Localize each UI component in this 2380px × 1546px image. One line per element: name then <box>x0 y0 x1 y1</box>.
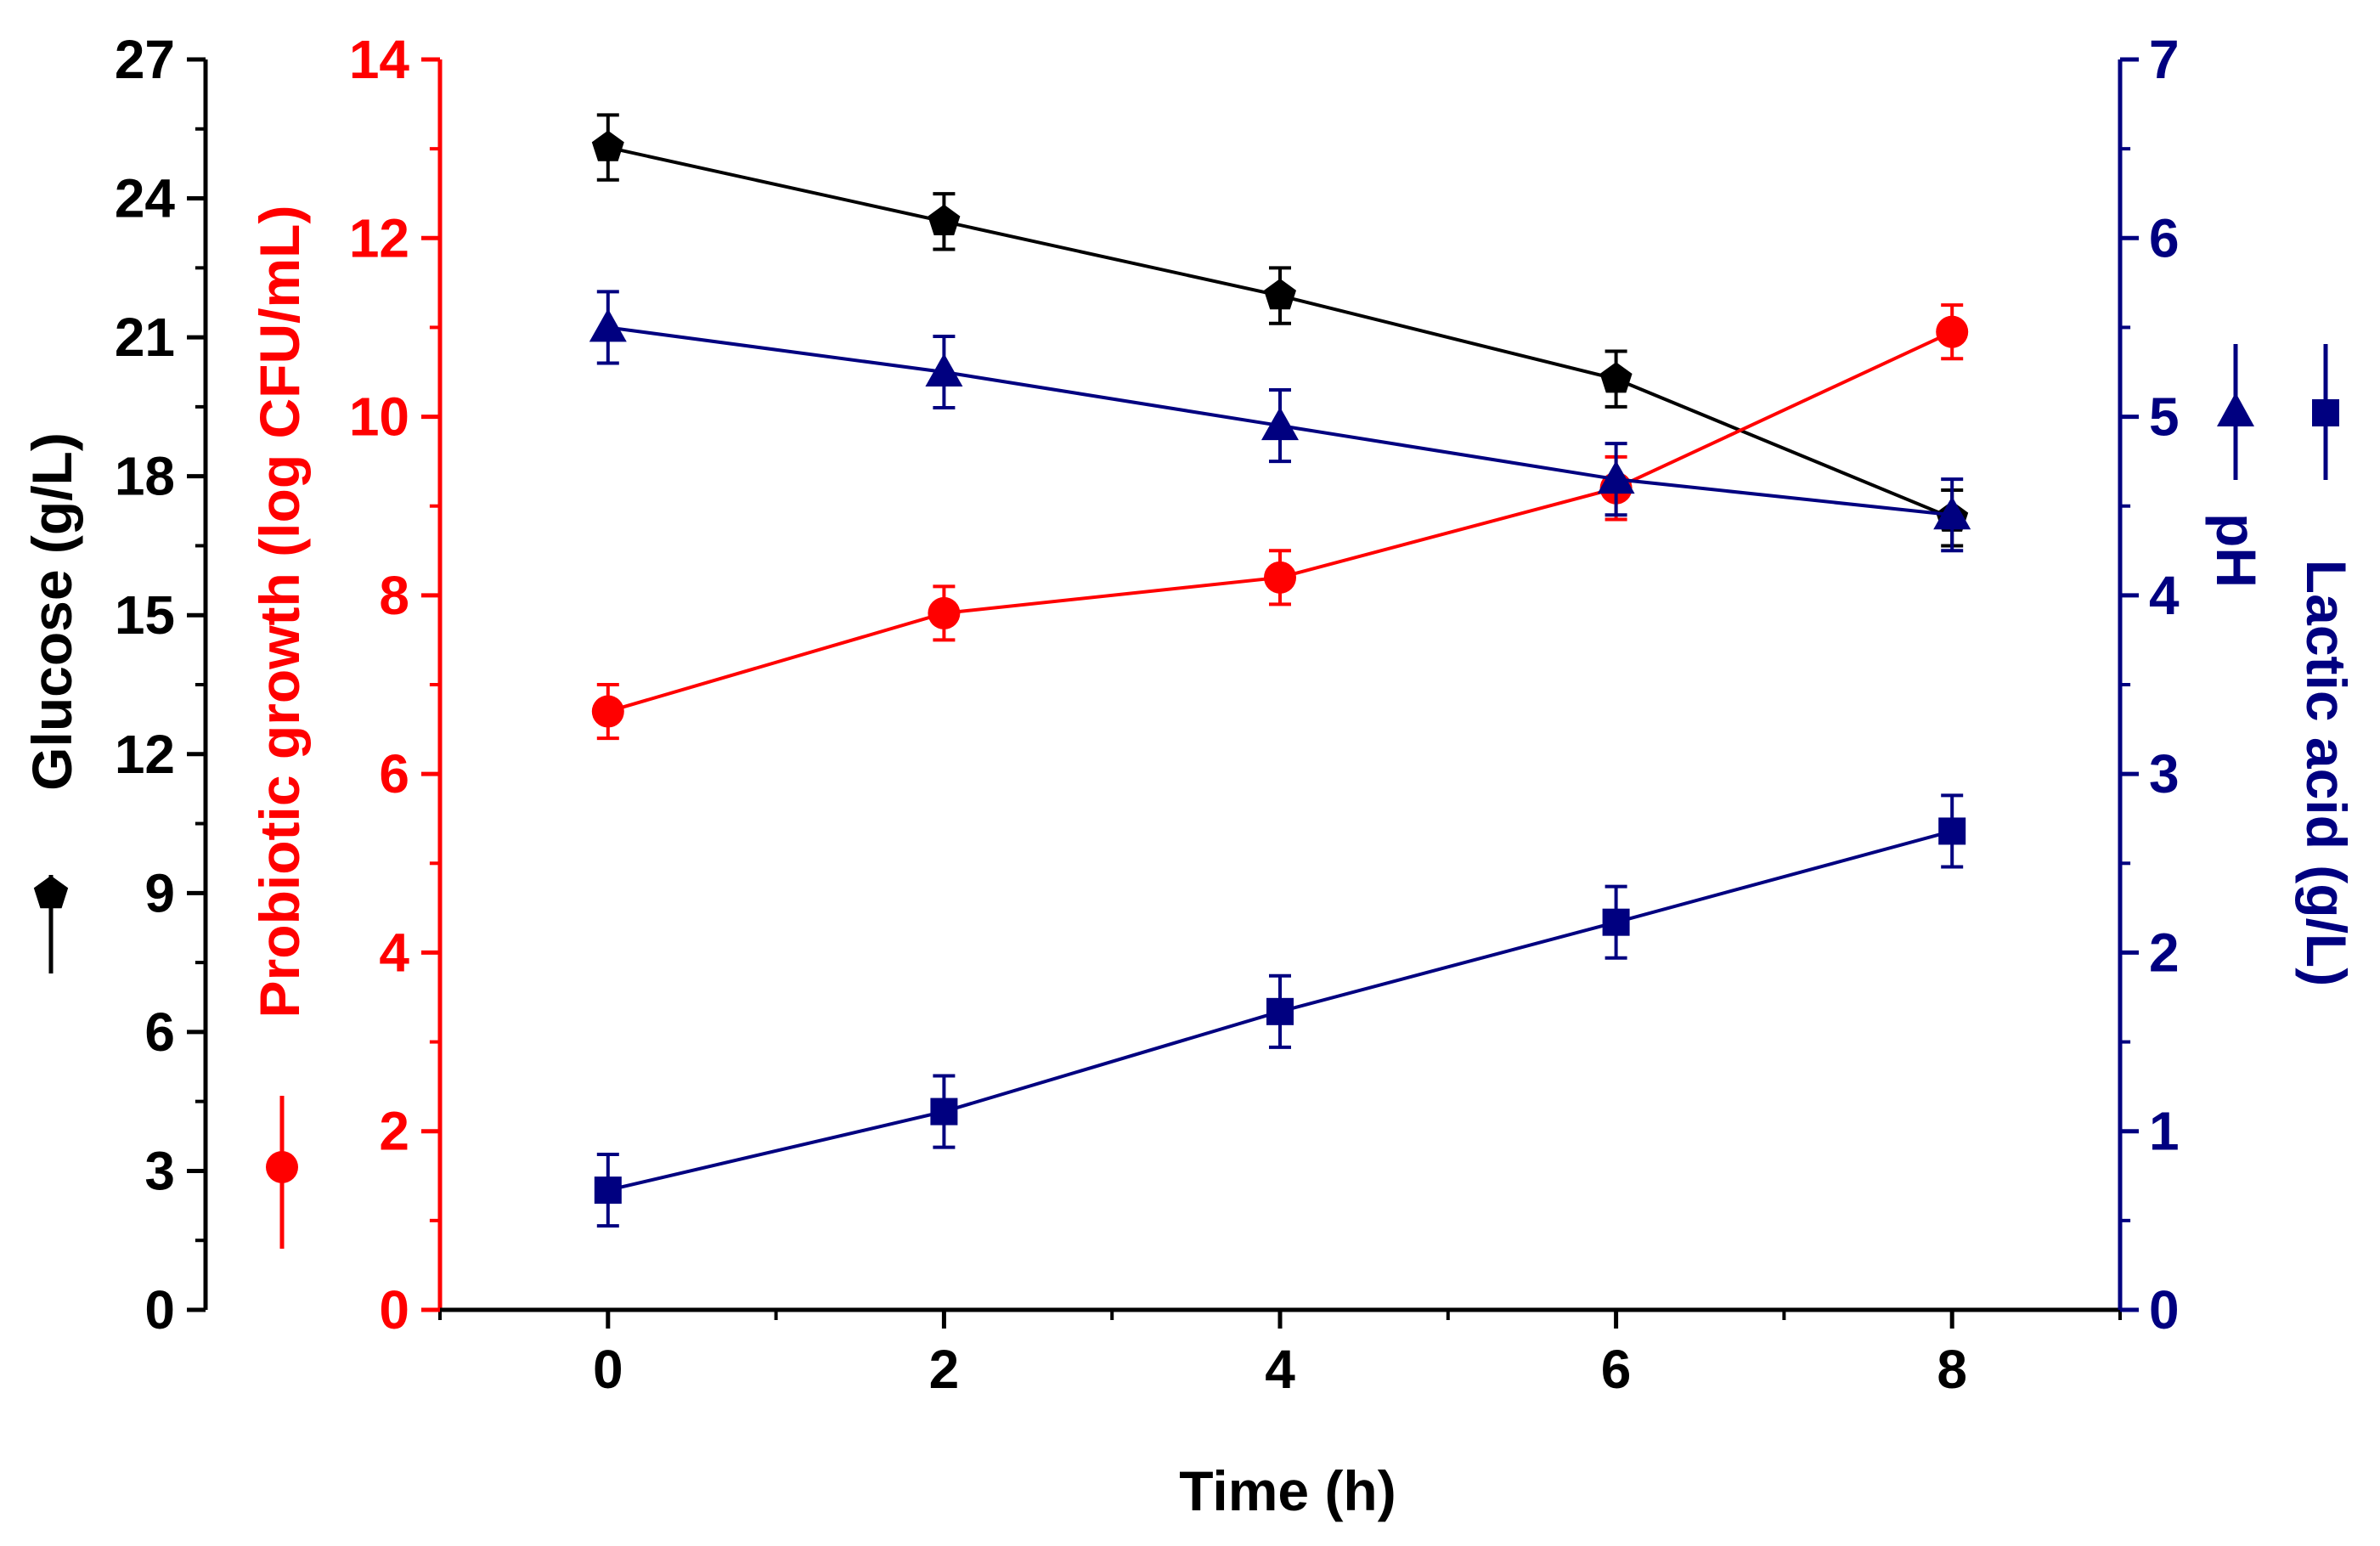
lactic-legend-marker <box>2312 399 2339 426</box>
x-axis-title: Time (h) <box>1179 1459 1396 1522</box>
ph-axis-title: pH <box>2205 513 2268 588</box>
x-tick-label: 4 <box>1265 1339 1295 1400</box>
glucose-axis-tick-label: 18 <box>115 446 175 507</box>
right-axis-tick-label: 4 <box>2149 565 2180 626</box>
probiotic-growth-point <box>928 596 961 629</box>
series-layer <box>589 113 1971 1228</box>
ph-point <box>1261 407 1299 441</box>
right-axis-tick-label: 2 <box>2149 922 2180 983</box>
glucose-point <box>1264 279 1296 310</box>
glucose-series <box>591 113 1969 548</box>
glucose-point <box>1599 362 1633 393</box>
ph-axis-legend: pH <box>2205 344 2268 588</box>
probiotic-growth-point <box>591 695 624 728</box>
growth-axis-tick-label: 10 <box>349 386 409 448</box>
lactic-acid-series <box>594 793 1966 1228</box>
growth-axis-tick-label: 8 <box>379 565 409 626</box>
glucose-axis-tick-label: 12 <box>115 724 175 785</box>
right-axis-tick-label: 0 <box>2149 1279 2180 1340</box>
right-axis-tick-label: 6 <box>2149 207 2180 268</box>
glucose-axis-tick-label: 15 <box>115 584 175 646</box>
lactic-acid-point <box>1602 908 1630 936</box>
glucose-axis-tick-label: 21 <box>115 307 175 368</box>
ph-series <box>589 290 1971 553</box>
lactic-axis-title: Lactic acid (g/L) <box>2295 560 2358 986</box>
x-tick-label: 2 <box>929 1339 960 1400</box>
glucose-axis-tick-label: 0 <box>144 1279 175 1340</box>
glucose-axis-title: Glucose (g/L) <box>20 432 83 791</box>
growth-axis-tick-label: 2 <box>379 1101 409 1162</box>
growth-axis-tick-label: 14 <box>349 29 410 90</box>
growth-axis-tick-label: 12 <box>349 207 409 268</box>
glucose-point <box>928 204 961 235</box>
glucose-axis-tick-label: 24 <box>115 168 176 229</box>
glucose-axis-legend: Glucose (g/L) <box>20 432 83 973</box>
lactic-acid-point <box>1266 997 1294 1025</box>
x-tick-label: 6 <box>1601 1339 1632 1400</box>
x-tick-label: 0 <box>593 1339 623 1400</box>
glucose-axis-tick-label: 27 <box>115 29 175 90</box>
glucose-axis-tick-label: 9 <box>144 862 175 923</box>
probiotic-growth-point <box>1264 561 1296 594</box>
glucose-axis-tick-label: 3 <box>144 1140 175 1201</box>
right-axis-tick-label: 1 <box>2149 1101 2180 1162</box>
glucose-axis-tick-label: 6 <box>144 1002 175 1063</box>
growth-axis-tick-label: 0 <box>379 1279 409 1340</box>
ph-point <box>925 353 963 386</box>
probiotic-growth-point <box>1936 315 1969 348</box>
probiotic-growth-series <box>591 303 1969 741</box>
ph-point <box>1597 460 1635 494</box>
right-axis-tick-label: 5 <box>2149 386 2180 448</box>
growth-legend-marker <box>266 1151 298 1183</box>
ph-legend-marker <box>2217 392 2254 426</box>
lactic-acid-point <box>1938 817 1966 845</box>
lactic-acid-point <box>594 1176 622 1205</box>
glucose-legend-marker <box>33 875 69 909</box>
ph-point <box>589 308 627 342</box>
glucose-point <box>591 130 624 161</box>
right-axis-tick-label: 7 <box>2149 29 2180 90</box>
growth-axis-legend: Probiotic growth (log CFU/mL) <box>248 206 311 1249</box>
right-axis-tick-label: 3 <box>2149 743 2180 804</box>
growth-axis-title: Probiotic growth (log CFU/mL) <box>248 206 311 1018</box>
x-tick-label: 8 <box>1937 1339 1967 1400</box>
growth-axis-tick-label: 6 <box>379 743 409 804</box>
lactic-axis-legend: Lactic acid (g/L) <box>2295 344 2358 986</box>
lactic-acid-point <box>930 1097 958 1126</box>
ph-point <box>1933 496 1971 530</box>
growth-axis-tick-label: 4 <box>379 922 409 983</box>
